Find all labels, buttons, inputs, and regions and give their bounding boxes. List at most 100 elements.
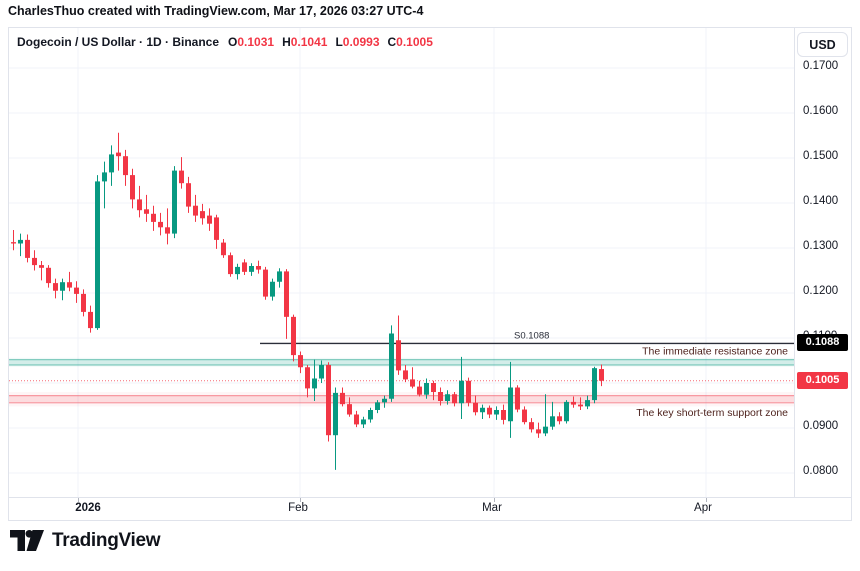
candle-body <box>228 255 233 275</box>
candle-body <box>235 266 240 275</box>
symbol-title: Dogecoin / US Dollar · 1D · Binance <box>17 35 220 49</box>
candle-body <box>389 333 394 399</box>
candle-body <box>46 267 51 284</box>
candle-body <box>536 429 541 434</box>
candle-body <box>88 311 93 329</box>
candle-body <box>18 239 23 244</box>
candle-body <box>410 379 415 387</box>
candle-body <box>151 213 156 222</box>
candle-body <box>130 175 135 200</box>
candle-body <box>543 426 548 434</box>
candle-body <box>60 282 65 291</box>
candle-body <box>144 209 149 214</box>
time-tick-label: Mar <box>482 502 502 514</box>
candle-body <box>256 266 261 270</box>
candle-body <box>200 211 205 219</box>
candle-body <box>326 365 331 436</box>
candle-body <box>214 217 219 240</box>
candle-body <box>459 380 464 404</box>
candle-body <box>501 410 506 420</box>
candle-body <box>592 368 597 401</box>
candle-body <box>53 283 58 291</box>
price-tick-label: 0.1200 <box>803 285 839 297</box>
price-axis[interactable]: 0.17000.16000.15000.14000.13000.12000.11… <box>794 28 851 497</box>
candle-body <box>564 401 569 422</box>
candle-body <box>417 386 422 395</box>
candle-body <box>452 394 457 404</box>
support-zone-outer <box>9 392 794 407</box>
candlestick-pane[interactable]: S0.1088 The immediate resistance zone The … <box>9 28 794 497</box>
candle-body <box>11 242 16 244</box>
ohlc-open: O0.1031 <box>228 35 275 49</box>
candle-body <box>522 409 527 423</box>
candle-body <box>319 365 324 379</box>
candle-body <box>333 392 338 436</box>
candle-body <box>158 221 163 228</box>
candle-body <box>354 414 359 425</box>
candle-body <box>277 271 282 282</box>
candle-body <box>424 383 429 395</box>
candle-body <box>585 400 590 407</box>
support-zone-fill <box>9 395 794 403</box>
symbol-bar: Dogecoin / US Dollar · 1D · Binance O0.1… <box>17 35 433 49</box>
price-badge: 0.1005 <box>797 371 848 389</box>
candle-body <box>242 262 247 272</box>
candle-body <box>445 394 450 401</box>
price-tick-label: 0.0900 <box>803 420 839 432</box>
candle-body <box>312 378 317 389</box>
candle-body <box>39 265 44 268</box>
candle-body <box>32 257 37 266</box>
candle-body <box>361 419 366 425</box>
ohlc-close: C0.1005 <box>387 35 433 49</box>
candle-body <box>305 367 310 389</box>
candle-body <box>270 281 275 297</box>
candle-body <box>340 392 345 405</box>
candle-body <box>466 380 471 403</box>
resistance-zone-fill <box>9 359 794 365</box>
tradingview-logo[interactable]: TradingView <box>10 530 161 552</box>
tradingview-logo-text: TradingView <box>52 530 161 551</box>
candle-body <box>284 271 289 317</box>
candle-body <box>438 392 443 401</box>
candle-body <box>291 316 296 356</box>
candle-body <box>179 170 184 184</box>
supply-line-label: S0.1088 <box>514 330 549 341</box>
time-tick-mark <box>494 498 495 502</box>
time-tick-mark <box>300 498 301 502</box>
candle-body <box>431 383 436 392</box>
candle-body <box>67 282 72 288</box>
candle-body <box>382 398 387 403</box>
resistance-zone-label: The immediate resistance zone <box>642 346 788 358</box>
candle-body <box>172 170 177 234</box>
candle-body <box>263 269 268 297</box>
candle-body <box>102 172 107 182</box>
candle-body <box>487 407 492 415</box>
ohlc-values: O0.1031 H0.1041 L0.0993 C0.1005 <box>228 35 433 49</box>
candle-body <box>368 410 373 420</box>
currency-toggle-button[interactable]: USD <box>797 32 848 57</box>
price-tick-label: 0.1500 <box>803 150 839 162</box>
candle-body <box>298 355 303 368</box>
price-badge: 0.1088 <box>797 334 848 352</box>
price-tick-label: 0.1400 <box>803 195 839 207</box>
candle-body <box>403 370 408 380</box>
time-tick-mark <box>78 498 79 502</box>
time-tick-label: 2026 <box>75 502 101 514</box>
candle-body <box>473 402 478 413</box>
candle-body <box>221 242 226 256</box>
time-tick-label: Feb <box>288 502 308 514</box>
resistance-zone-outer <box>9 357 794 367</box>
candle-body <box>550 416 555 427</box>
time-axis[interactable]: 2026 Feb Mar Apr <box>9 497 851 521</box>
support-zone-label: The key short-term support zone <box>636 407 788 419</box>
price-tick-label: 0.0800 <box>803 465 839 477</box>
candle-body <box>599 369 604 381</box>
candle-body <box>74 287 79 294</box>
candle-body <box>109 154 114 173</box>
candle-body <box>557 416 562 422</box>
candle-body <box>207 215 212 224</box>
candle-body <box>249 266 254 272</box>
candle-body <box>515 387 520 410</box>
candle-body <box>396 340 401 371</box>
ohlc-low: L0.0993 <box>335 35 380 49</box>
